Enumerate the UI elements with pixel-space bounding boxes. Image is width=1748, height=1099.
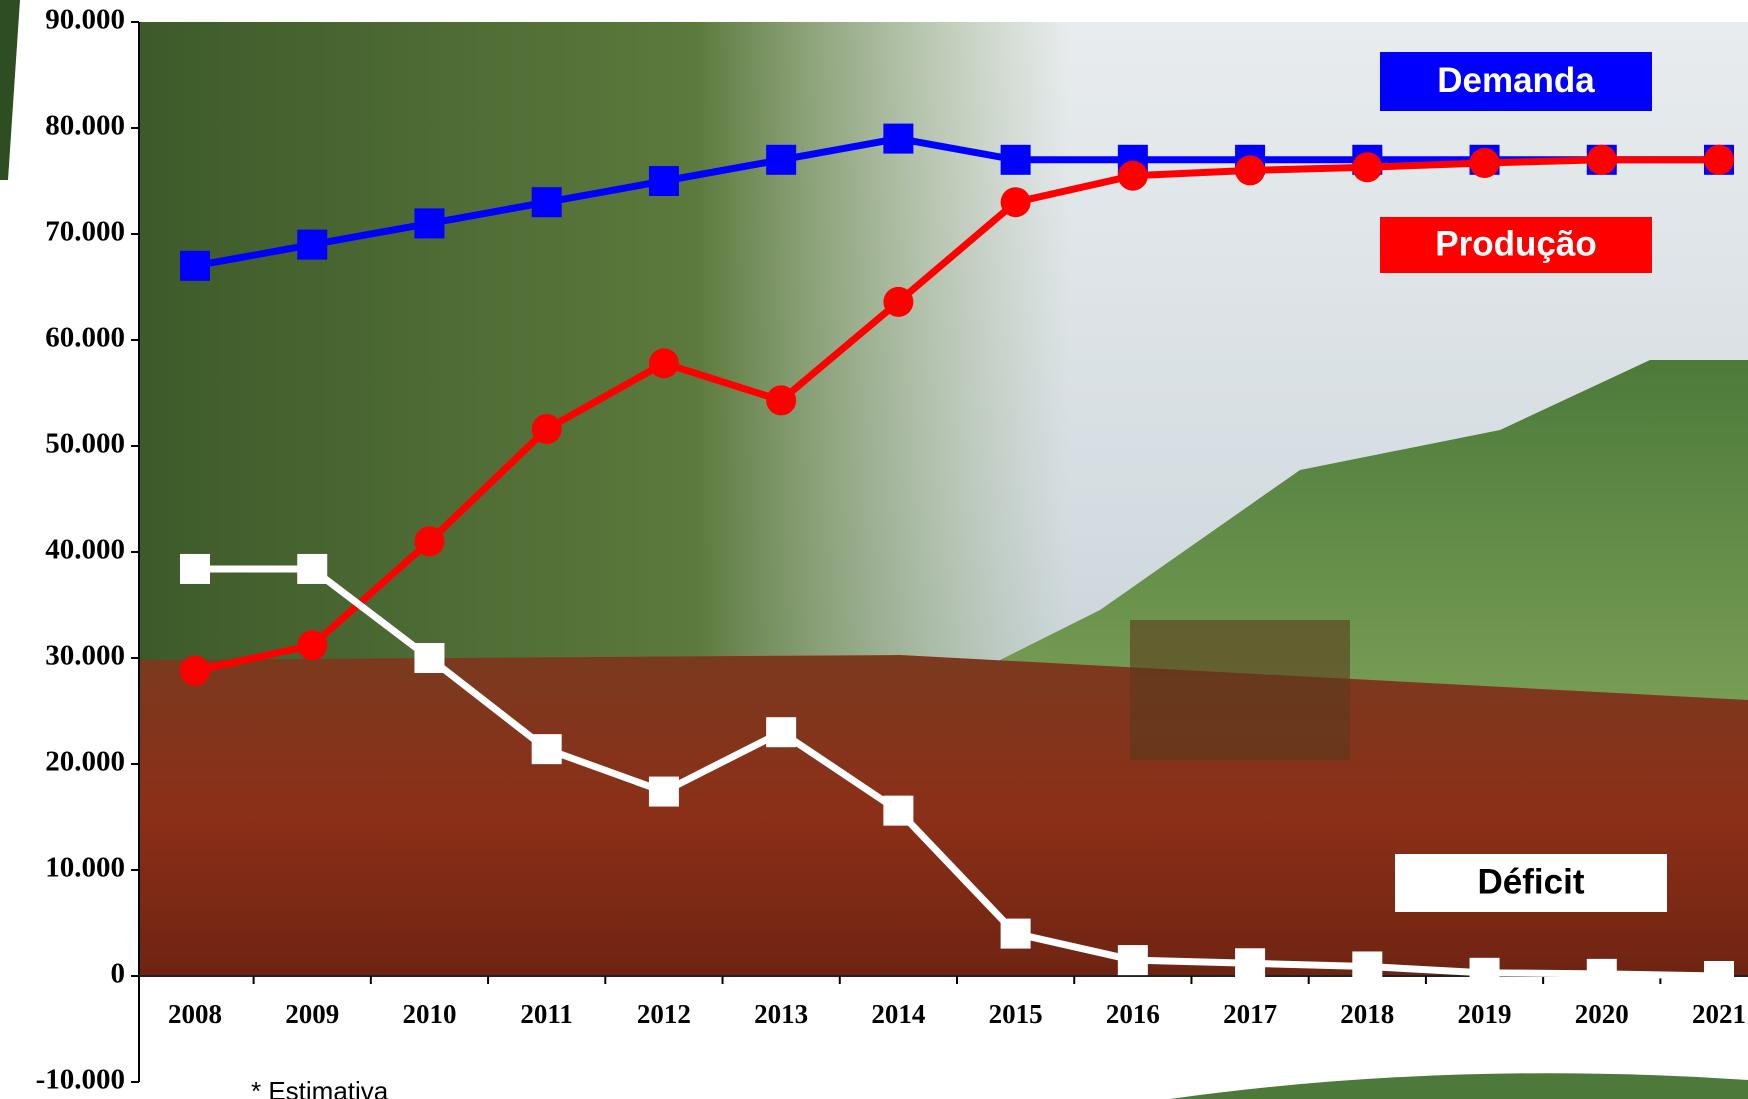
marker (1000, 187, 1031, 218)
y-tick-label: 70.000 (45, 216, 125, 248)
y-tick-label: 60.000 (45, 322, 125, 354)
legend-box (1380, 217, 1652, 273)
x-tick-label: 2017 (1223, 999, 1277, 1029)
legend-label: Demanda (1437, 61, 1595, 100)
marker (180, 655, 210, 686)
marker (648, 348, 679, 379)
marker (180, 553, 210, 584)
legend-label: Déficit (1478, 862, 1585, 901)
marker (1000, 918, 1031, 949)
marker (1469, 957, 1500, 988)
marker (1352, 152, 1383, 183)
x-tick-label: 2020 (1575, 999, 1629, 1029)
marker (531, 414, 562, 445)
series-line (194, 135, 1719, 270)
marker (766, 144, 797, 175)
marker (1586, 958, 1617, 989)
marker (1117, 160, 1148, 191)
marker (1704, 144, 1734, 175)
x-tick-label: 2008 (168, 999, 222, 1029)
x-tick-label: 2011 (520, 999, 573, 1029)
x-tick-label: 2012 (637, 999, 691, 1029)
footnote: * Estimativa (251, 1076, 389, 1099)
marker (883, 286, 914, 317)
x-tick-label: 2014 (871, 999, 925, 1029)
marker (648, 776, 679, 807)
y-tick-label: -10.000 (36, 1064, 125, 1096)
marker (1704, 961, 1734, 991)
y-tick-label: 30.000 (45, 640, 125, 672)
x-tick-label: 2013 (754, 999, 808, 1029)
x-tick-label: 2018 (1340, 999, 1394, 1029)
x-tick-label: 2009 (285, 999, 339, 1029)
marker (531, 187, 562, 218)
x-tick-label: 2016 (1106, 999, 1160, 1029)
y-tick-label: 40.000 (45, 534, 125, 566)
marker (297, 630, 328, 661)
marker (1352, 951, 1383, 982)
y-tick-label: 0 (111, 958, 126, 990)
marker (1469, 147, 1500, 178)
marker (648, 166, 679, 196)
legend-box (1380, 52, 1652, 111)
y-tick-label: 90.000 (45, 4, 125, 36)
x-tick-label: 2019 (1458, 999, 1512, 1029)
decor-edge (0, 0, 20, 180)
x-tick-label: 2015 (989, 999, 1043, 1029)
y-tick-label: 50.000 (45, 428, 125, 460)
marker (766, 717, 797, 748)
background-photo (139, 22, 1748, 977)
marker (531, 734, 562, 765)
marker (180, 250, 210, 281)
marker (414, 643, 445, 673)
marker (1000, 144, 1031, 175)
marker (883, 123, 914, 154)
marker (414, 208, 445, 239)
x-tick-label: 2010 (402, 999, 456, 1029)
y-tick-label: 80.000 (45, 110, 125, 142)
series-line (195, 565, 1720, 980)
marker (297, 229, 328, 260)
legend-box (1395, 854, 1667, 912)
marker (414, 526, 445, 557)
marker (1235, 948, 1266, 979)
decor-shape (1170, 1073, 1748, 1099)
marker (883, 795, 914, 826)
marker (766, 385, 797, 416)
x-tick-label: 2021 (1692, 999, 1746, 1029)
series-line (194, 156, 1719, 675)
marker (1586, 144, 1617, 175)
y-tick-label: 10.000 (45, 852, 125, 884)
legend-label: Produção (1435, 224, 1596, 263)
marker (1235, 155, 1266, 186)
marker (297, 553, 328, 584)
y-tick-label: 20.000 (45, 746, 125, 778)
marker (1117, 945, 1148, 976)
